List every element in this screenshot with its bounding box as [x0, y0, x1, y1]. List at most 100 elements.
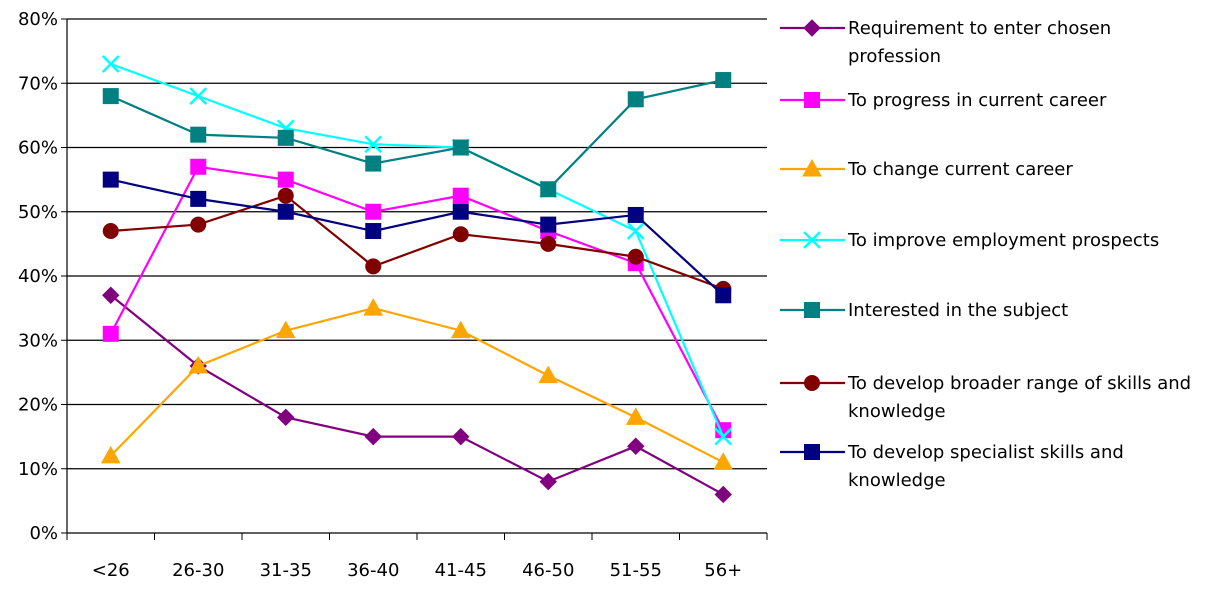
data-point-marker — [538, 365, 559, 384]
data-point-marker — [364, 427, 382, 446]
y-axis-tick-labels: 0% 10% 20% 30% 40% 50% 60% 70% 80% — [18, 9, 67, 544]
data-point-marker — [626, 222, 645, 240]
data-point-marker — [627, 248, 644, 265]
data-point-marker — [102, 286, 120, 304]
x-tick-label: 26-30 — [172, 560, 224, 581]
data-point-marker — [452, 203, 469, 220]
data-point-marker — [713, 452, 734, 470]
legend-item: Requirement to enter chosen profession — [780, 18, 1111, 67]
data-point-marker — [100, 445, 121, 464]
data-point-marker — [277, 129, 294, 146]
data-point-marker — [101, 55, 120, 73]
legend-item: Interested in the subject — [780, 300, 1068, 321]
series-line — [110, 78, 724, 191]
y-tick-label: 70% — [18, 73, 58, 94]
data-point-marker — [540, 216, 557, 233]
legend: Requirement to enter chosen profession To … — [780, 18, 1191, 491]
series-line — [110, 178, 724, 297]
data-point-marker — [189, 87, 208, 105]
data-point-marker — [452, 139, 469, 156]
x-tick-label: 51-55 — [610, 560, 662, 581]
data-point-marker — [452, 226, 469, 243]
gridlines — [67, 18, 767, 470]
legend-item: To progress in current career — [780, 90, 1107, 111]
legend-label: Requirement to enter chosen profession — [848, 18, 1111, 67]
data-point-marker — [102, 88, 119, 105]
x-tick-label: 41-45 — [435, 560, 487, 581]
legend-marker — [804, 375, 820, 391]
data-point-marker — [277, 187, 294, 204]
data-point-marker — [190, 126, 207, 143]
y-tick-label: 50% — [18, 202, 58, 223]
x-tick-label: 46-50 — [522, 560, 574, 581]
data-point-marker — [364, 135, 383, 154]
legend-item: To change current career — [780, 158, 1073, 180]
legend-item: To develop specialist skills and knowledg… — [780, 442, 1124, 491]
legend-marker — [803, 231, 821, 249]
data-point-marker — [190, 216, 207, 233]
series-3 — [100, 298, 734, 470]
legend-label: To develop broader range of skills and kn… — [847, 373, 1191, 422]
series-line — [109, 306, 724, 464]
series-1 — [102, 286, 732, 504]
series-7 — [102, 171, 732, 304]
data-point-marker — [714, 485, 732, 504]
data-point-marker — [714, 427, 733, 446]
data-point-marker — [365, 258, 382, 275]
data-point-marker — [539, 472, 557, 491]
legend-marker — [804, 302, 820, 318]
data-point-marker — [715, 72, 732, 89]
data-point-marker — [715, 287, 732, 304]
series-line — [110, 194, 724, 290]
data-point-marker — [277, 408, 295, 427]
data-point-marker — [190, 158, 207, 175]
legend-marker — [802, 158, 822, 177]
legend-marker — [804, 92, 820, 108]
data-point-marker — [277, 171, 294, 188]
y-tick-label: 10% — [18, 459, 58, 480]
data-point-marker — [365, 155, 382, 172]
legend-marker — [804, 444, 820, 460]
data-point-marker — [363, 298, 384, 316]
data-point-marker — [450, 320, 471, 339]
series-line — [109, 165, 725, 431]
y-tick-label: 60% — [18, 138, 58, 159]
y-tick-label: 40% — [18, 266, 58, 287]
data-point-marker — [102, 171, 119, 188]
y-tick-label: 20% — [18, 395, 58, 416]
series-5 — [102, 72, 732, 198]
data-point-marker — [627, 206, 644, 223]
y-tick-label: 30% — [18, 330, 58, 351]
data-point-marker — [275, 320, 296, 339]
x-tick-label: <26 — [92, 560, 130, 581]
y-tick-label: 80% — [18, 9, 58, 30]
legend-label: To develop specialist skills and knowledg… — [847, 442, 1124, 491]
data-point-marker — [627, 91, 644, 108]
legend-item: To develop broader range of skills and kn… — [780, 373, 1191, 422]
data-point-marker — [190, 190, 207, 207]
series-line — [110, 294, 724, 496]
legend-label: To progress in current career — [847, 90, 1107, 111]
series-line — [110, 62, 725, 438]
data-point-marker — [627, 437, 645, 455]
y-tick-label: 0% — [29, 523, 58, 544]
series-lines — [100, 55, 734, 504]
data-point-marker — [102, 223, 119, 240]
data-point-marker — [540, 235, 557, 252]
data-point-marker — [540, 181, 557, 198]
data-point-marker — [188, 355, 209, 374]
data-point-marker — [365, 223, 382, 240]
x-tick-label: 56+ — [704, 560, 742, 581]
data-point-marker — [277, 203, 294, 220]
data-point-marker — [365, 203, 382, 220]
data-point-marker — [102, 325, 119, 342]
legend-label: To improve employment prospects — [847, 230, 1159, 251]
x-tick-label: 36-40 — [347, 560, 399, 581]
legend-marker — [803, 19, 821, 37]
data-point-marker — [452, 187, 469, 204]
legend-label: Interested in the subject — [848, 300, 1068, 321]
data-point-marker — [625, 407, 646, 425]
legend-item: To improve employment prospects — [780, 230, 1159, 251]
x-tick-label: 31-35 — [260, 560, 312, 581]
